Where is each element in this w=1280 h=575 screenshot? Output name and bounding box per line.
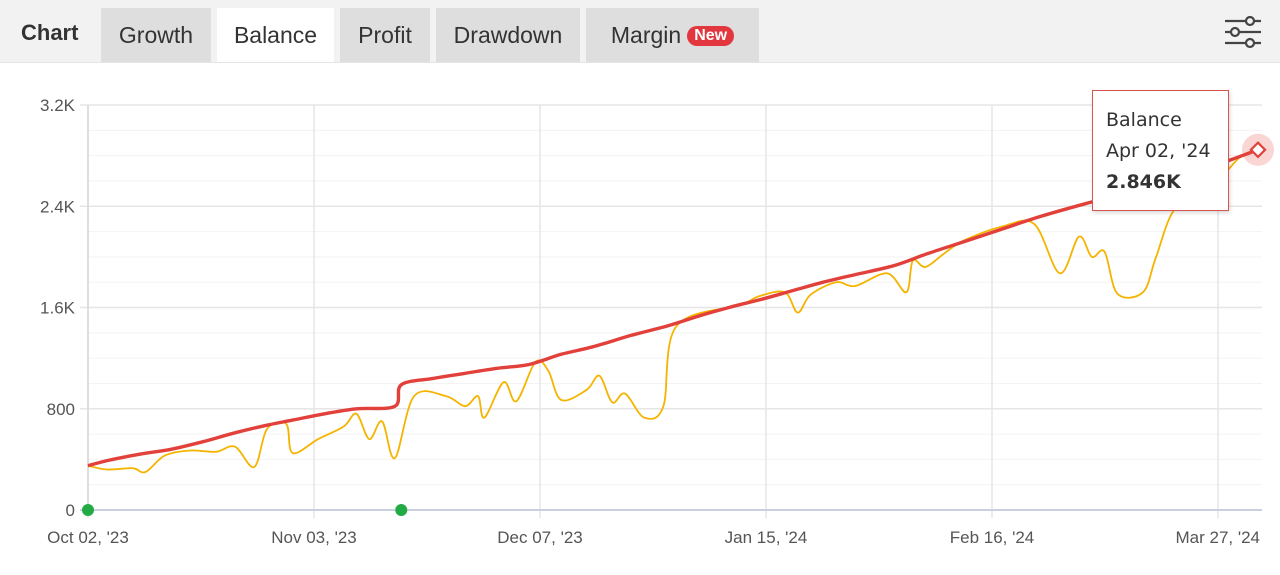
y-tick-label: 800 (47, 400, 75, 419)
tooltip-value: 2.846K (1106, 171, 1181, 193)
new-badge: New (687, 26, 735, 46)
tooltip-series: Balance (1106, 109, 1182, 131)
tab-balance-label: Balance (233, 22, 318, 48)
sliders-icon[interactable] (1222, 12, 1264, 52)
chart-tabbar: Chart Growth Balance Profit Drawdown Mar… (0, 0, 1280, 63)
x-tick-label: Feb 16, '24 (950, 528, 1035, 547)
x-tick-label: Mar 27, '24 (1175, 528, 1260, 547)
tab-profit[interactable]: Profit (340, 8, 430, 62)
x-tick-label: Dec 07, '23 (497, 528, 582, 547)
y-tick-label: 2.4K (40, 197, 76, 216)
equity-line (87, 148, 1259, 474)
tab-drawdown[interactable]: Drawdown (436, 8, 580, 62)
tab-balance[interactable]: Balance (217, 8, 334, 62)
x-tick-label: Nov 03, '23 (271, 528, 356, 547)
tab-growth-label: Growth (118, 22, 194, 48)
chart-heading: Chart (21, 20, 79, 45)
tab-margin[interactable]: Margin New (586, 8, 759, 62)
tooltip-date: Apr 02, '24 (1106, 140, 1211, 162)
chart-series (87, 148, 1259, 474)
chart-tooltip: Balance Apr 02, '24 2.846K (1092, 90, 1229, 211)
balance-line (87, 148, 1259, 468)
y-tick-label: 3.2K (40, 96, 76, 115)
tab-growth[interactable]: Growth (101, 8, 211, 62)
chart-markers (82, 504, 408, 516)
y-tick-label: 0 (66, 501, 75, 520)
x-tick-label: Jan 15, '24 (725, 528, 808, 547)
tab-margin-label: Margin (610, 22, 682, 48)
y-tick-label: 1.6K (40, 299, 76, 318)
hover-indicator (1242, 133, 1274, 166)
x-tick-label: Oct 02, '23 (47, 528, 129, 547)
x-axis: Oct 02, '23 Nov 03, '23 Dec 07, '23 Jan 15,… (47, 528, 1260, 547)
balance-chart: 0 800 1.6K 2.4K 3.2K Oct 02, '23 Nov 03, '23 D… (40, 96, 1274, 547)
tab-profit-label: Profit (358, 22, 412, 48)
hover-point (1249, 141, 1267, 159)
deposit-marker (82, 504, 94, 516)
tab-drawdown-label: Drawdown (453, 22, 563, 48)
deposit-marker (395, 504, 408, 516)
y-axis: 0 800 1.6K 2.4K 3.2K (40, 96, 76, 520)
chart-grid (80, 104, 1262, 518)
